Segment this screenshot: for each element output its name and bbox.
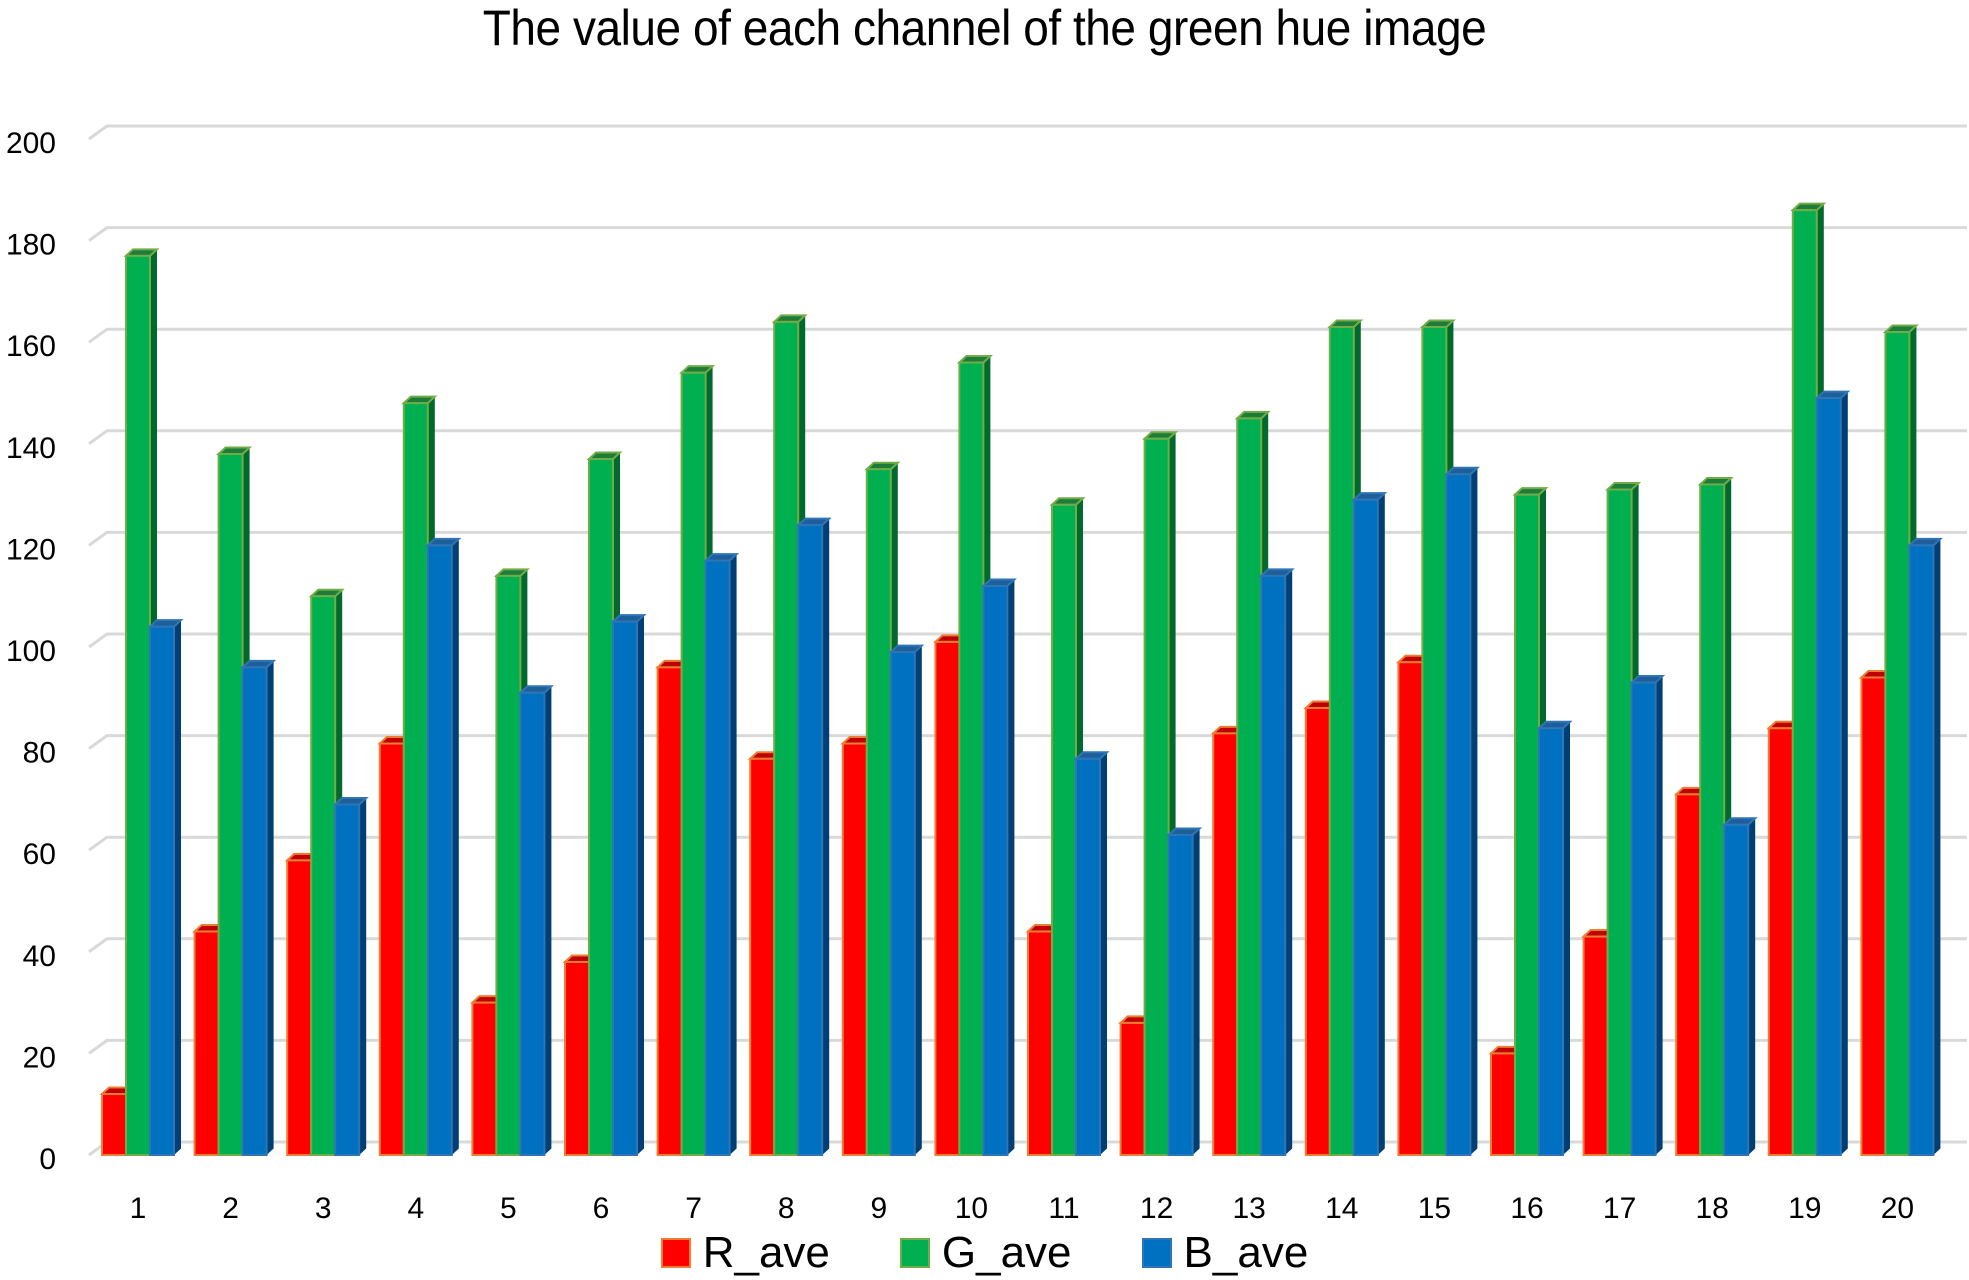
legend-label-b: B_ave xyxy=(1183,1228,1309,1277)
x-tick-label: 1 xyxy=(130,1192,147,1225)
y-tick-label: 120 xyxy=(6,533,56,566)
bar-b-ave xyxy=(1536,720,1573,1157)
bar-b-ave xyxy=(1906,537,1943,1156)
x-tick-label: 5 xyxy=(500,1192,517,1225)
x-tick-label: 19 xyxy=(1788,1192,1821,1225)
bar-b-ave xyxy=(703,553,740,1156)
bar-g-ave xyxy=(1049,497,1086,1156)
x-tick-label: 16 xyxy=(1510,1192,1543,1225)
green-swatch-icon xyxy=(899,1238,930,1268)
bar-b-ave xyxy=(517,685,554,1156)
y-tick-label: 160 xyxy=(6,330,56,363)
y-tick-label: 100 xyxy=(6,635,56,668)
bar-series xyxy=(99,202,1943,1157)
y-tick-label: 140 xyxy=(6,432,56,465)
x-tick-label: 15 xyxy=(1418,1192,1451,1225)
x-tick-label: 17 xyxy=(1603,1192,1636,1225)
bar-b-ave xyxy=(1443,466,1480,1156)
bar-b-ave xyxy=(240,659,277,1156)
y-tick-label: 180 xyxy=(6,229,56,262)
legend-label-g: G_ave xyxy=(941,1228,1072,1277)
y-axis-tick-labels: 0 20 40 60 80 100 120 140 160 180 200 xyxy=(6,127,56,1176)
y-tick-label: 200 xyxy=(6,127,56,160)
bar-g-ave xyxy=(1234,410,1271,1156)
gridline xyxy=(88,632,1967,649)
x-tick-label: 3 xyxy=(315,1192,332,1225)
gridlines xyxy=(88,124,1967,1157)
x-tick-label: 9 xyxy=(870,1192,887,1225)
bar-b-ave xyxy=(980,578,1017,1156)
bar-b-ave xyxy=(795,517,832,1156)
x-tick-label: 6 xyxy=(593,1192,610,1225)
legend-item-r: R_ave xyxy=(660,1228,830,1278)
x-tick-label: 12 xyxy=(1140,1192,1173,1225)
bar-b-ave xyxy=(425,537,462,1156)
x-tick-label: 13 xyxy=(1233,1192,1266,1225)
x-tick-label: 14 xyxy=(1325,1192,1358,1225)
red-swatch-icon xyxy=(660,1238,691,1268)
x-tick-label: 11 xyxy=(1048,1192,1079,1225)
x-tick-label: 7 xyxy=(685,1192,702,1225)
y-tick-label: 80 xyxy=(23,737,56,770)
bar-b-ave xyxy=(1351,492,1388,1156)
bar-b-ave xyxy=(332,796,369,1156)
bar-b-ave xyxy=(888,644,925,1157)
x-tick-label: 18 xyxy=(1696,1192,1729,1225)
x-tick-label: 8 xyxy=(778,1192,795,1225)
bar-b-ave xyxy=(1721,817,1758,1156)
y-tick-label: 0 xyxy=(39,1143,56,1176)
bar-b-ave xyxy=(1166,827,1203,1157)
legend: R_ave G_ave B_ave xyxy=(0,1228,1969,1278)
gridline xyxy=(88,429,1967,446)
blue-swatch-icon xyxy=(1141,1238,1172,1268)
y-tick-label: 60 xyxy=(23,838,56,871)
gridline xyxy=(88,226,1967,242)
gridline xyxy=(88,530,1967,547)
gridline xyxy=(88,327,1967,344)
x-axis-tick-labels: 1 2 3 4 5 6 7 8 9 10 11 12 13 14 15 16 17 18 19 20 xyxy=(130,1192,1914,1225)
bar-b-ave xyxy=(1814,390,1851,1156)
bar-b-ave xyxy=(1258,568,1295,1156)
gridline xyxy=(88,124,1967,141)
bar-b-ave xyxy=(1073,751,1110,1156)
x-tick-label: 10 xyxy=(955,1192,988,1225)
chart-title: The value of each channel of the green h… xyxy=(482,0,1487,56)
bar-b-ave xyxy=(1629,675,1666,1156)
y-tick-label: 20 xyxy=(23,1041,56,1074)
x-tick-label: 20 xyxy=(1881,1192,1914,1225)
bar-g-ave xyxy=(956,355,993,1156)
x-tick-label: 4 xyxy=(407,1192,424,1225)
bar-b-ave xyxy=(610,614,647,1156)
y-tick-label: 40 xyxy=(23,940,56,973)
gridline xyxy=(88,734,1967,750)
legend-item-b: B_ave xyxy=(1141,1228,1309,1278)
legend-item-g: G_ave xyxy=(899,1228,1072,1278)
x-tick-label: 2 xyxy=(222,1192,239,1225)
legend-label-r: R_ave xyxy=(702,1228,830,1277)
bar-b-ave xyxy=(147,619,184,1156)
bar-g-ave xyxy=(1697,476,1734,1156)
